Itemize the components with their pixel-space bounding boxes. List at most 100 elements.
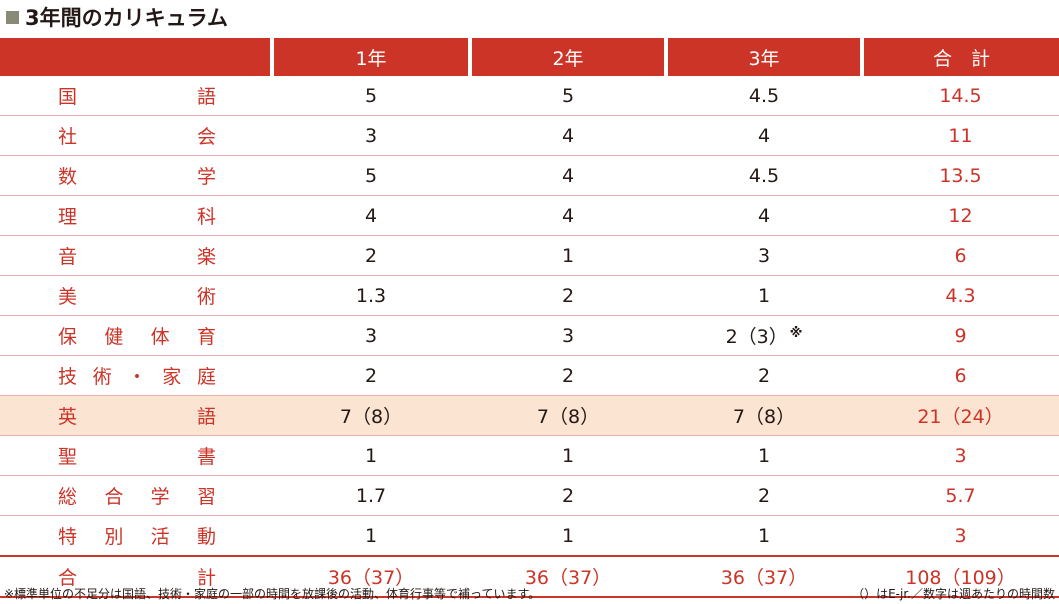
subject-char: 美 [58, 286, 78, 308]
subject-cell-label: 技術・家庭 [58, 362, 216, 389]
subject-cell: 総合学習 [0, 475, 272, 516]
subject-cell: 技術・家庭 [0, 355, 272, 396]
year-2-cell: 2 [470, 475, 666, 516]
year-1-cell: 3 [272, 315, 470, 356]
year-2-cell: 3 [470, 315, 666, 356]
sum-total-cell: 108（109） [862, 555, 1059, 598]
table-row: 数学 5 4 4.5 13.5 [0, 155, 1059, 196]
total-cell: 3 [862, 435, 1059, 476]
subject-char: 合 [104, 486, 124, 508]
year-1-cell: 3 [272, 115, 470, 156]
subject-char: 保 [58, 326, 78, 348]
subject-cell: 保健体育 [0, 315, 272, 356]
total-cell-value: 21（24） [917, 406, 1004, 428]
subject-cell-label: 音楽 [58, 242, 216, 269]
table-row: 国語 5 5 4.5 14.5 [0, 76, 1059, 116]
year-3-cell: 4 [666, 195, 862, 236]
table-row: 美術 1.3 2 1 4.3 [0, 275, 1059, 316]
subject-char: 庭 [196, 366, 216, 388]
note-mark: ※ [789, 326, 803, 341]
footnote-right: （）はE-jr.／数字は週あたりの時間数 [852, 587, 1055, 601]
subject-char: 動 [196, 526, 216, 548]
total-cell-value: 12 [948, 204, 973, 227]
year-2-cell-value: 4 [561, 164, 575, 187]
subject-char: 家 [162, 366, 182, 388]
subject-char: 体 [150, 326, 170, 348]
table-row: 保 健 体 育 3 3 2（3） ※ 9 [0, 315, 1059, 356]
subject-char: 楽 [196, 246, 216, 268]
year-3-cell-value: 4 [757, 124, 771, 147]
year-3-cell: 2 [666, 475, 862, 516]
year-1-cell-value: 7（8） [339, 406, 403, 428]
year-2-cell: 4 [470, 195, 666, 236]
subject-char: 語 [196, 86, 216, 108]
header-year-3: 3年 [664, 38, 862, 76]
year-3-cell-value: 4 [757, 204, 771, 227]
year-2-cell: 1 [470, 435, 666, 476]
subject-char: 音 [58, 246, 78, 268]
year-2-cell: 4 [470, 155, 666, 196]
year-3-cell: 3 [666, 235, 862, 276]
table-header-row: 1年 2年 3年 合 計 [0, 38, 1059, 76]
total-cell-value: 9 [954, 324, 967, 347]
year-1-cell: 2 [272, 235, 470, 276]
year-3-cell: 1 [666, 275, 862, 316]
subject-cell-label: 特別活動 [58, 522, 216, 549]
year-3-cell-value: 2 [757, 364, 771, 387]
year-3-cell-value: 2 [757, 484, 771, 507]
year-2-cell-value: 4 [561, 124, 575, 147]
subject-char: 健 [104, 326, 124, 348]
total-cell-value: 3 [954, 444, 967, 467]
total-cell: 4.3 [862, 275, 1059, 316]
subject-char: 計 [196, 567, 216, 589]
subject-char: 活 [150, 526, 170, 548]
subject-char: 学 [150, 486, 170, 508]
total-cell-value: 5.7 [945, 484, 976, 507]
total-cell-value: 14.5 [939, 84, 982, 107]
total-cell: 13.5 [862, 155, 1059, 196]
subject-cell-label: 聖書 [58, 442, 216, 469]
total-cell: 5.7 [862, 475, 1059, 516]
total-cell: 12 [862, 195, 1059, 236]
table-row: 英語 7（8） 7（8） 7（8） 21（24） [0, 395, 1059, 436]
year-1-cell: 2 [272, 355, 470, 396]
subject-cell: 音楽 [0, 235, 272, 276]
subject-char: 社 [58, 126, 78, 148]
year-1-cell: 5 [272, 76, 470, 116]
sum-row: 合計 36（37） 36（37） 36（37） 108（109） [0, 555, 1059, 598]
subject-char: 別 [104, 526, 124, 548]
subject-cell-label: 総合学習 [58, 482, 216, 509]
header-year-2: 2年 [468, 38, 666, 76]
subject-char: 術 [196, 286, 216, 308]
total-cell-value: 6 [954, 244, 967, 267]
year-3-cell-value: 1 [757, 524, 771, 547]
subject-char: 語 [196, 406, 216, 428]
year-1-cell-value: 1 [364, 444, 378, 467]
year-3-cell-value: 1 [757, 284, 771, 307]
subject-cell-label: 保健体育 [58, 322, 216, 349]
subject-cell-label: 社会 [58, 122, 216, 149]
year-1-cell-value: 4 [364, 204, 378, 227]
page-title: 3年間のカリキュラム [6, 2, 228, 32]
subject-char: 習 [196, 486, 216, 508]
year-2-cell-value: 5 [561, 84, 575, 107]
subject-char: 理 [58, 206, 78, 228]
subject-char: 総 [58, 486, 78, 508]
year-1-cell-value: 5 [364, 164, 378, 187]
sum-year-1-cell-value: 36（37） [327, 567, 415, 589]
year-2-cell: 7（8） [470, 395, 666, 436]
year-3-cell-value: 4.5 [748, 164, 780, 187]
subject-cell: 聖書 [0, 435, 272, 476]
year-3-cell-value: 7（8） [732, 406, 796, 428]
year-3-cell: 2 [666, 355, 862, 396]
sum-total-cell-value: 108（109） [905, 567, 1016, 589]
header-total: 合 計 [860, 38, 1059, 76]
total-cell: 3 [862, 515, 1059, 557]
sum-year-3-cell: 36（37） [666, 555, 862, 598]
subject-cell-label: 数学 [58, 162, 216, 189]
year-1-cell-value: 1.7 [355, 484, 387, 507]
square-bullet-icon [6, 10, 19, 24]
subject-char: 学 [196, 166, 216, 188]
subject-char: 書 [196, 446, 216, 468]
